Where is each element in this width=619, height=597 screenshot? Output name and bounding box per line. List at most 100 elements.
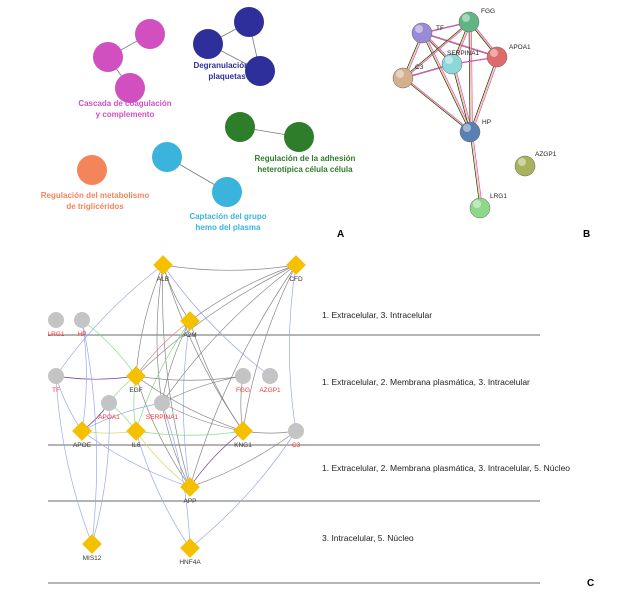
interaction-edge xyxy=(189,430,297,549)
protein-node-fgg xyxy=(458,11,480,33)
compartment-label: 3. Intracelular, 5. Núcleo xyxy=(322,533,414,543)
compartment-label: 1. Extracelular, 2. Membrana plasmática,… xyxy=(322,377,530,387)
node-label: CFD xyxy=(289,276,303,283)
cluster-node xyxy=(193,29,223,59)
query-node-lrg1 xyxy=(48,312,64,328)
query-node-fgg xyxy=(235,368,251,384)
interaction-edge xyxy=(161,264,297,404)
protein-label: APOA1 xyxy=(509,44,531,51)
cluster-label: de triglicéridos xyxy=(66,202,124,211)
interaction-edge xyxy=(55,264,164,377)
node-label: LRG1 xyxy=(48,331,65,338)
cluster-label: plaquetas xyxy=(208,72,246,81)
string-edge xyxy=(470,131,482,209)
string-edge xyxy=(472,131,483,209)
interaction-edge xyxy=(135,375,244,432)
protein-node-serpina1 xyxy=(441,53,463,75)
gene-node-kng1 xyxy=(233,421,253,441)
node-label: ALB xyxy=(157,276,169,283)
node-label: AZGP1 xyxy=(259,387,281,394)
protein-label: HP xyxy=(482,119,491,126)
panel-label-a: A xyxy=(337,229,344,240)
interaction-edge xyxy=(135,430,244,436)
gene-node-mis12 xyxy=(82,534,102,554)
string-edge xyxy=(469,56,498,133)
string-edge xyxy=(402,77,471,133)
interaction-edge xyxy=(135,430,191,549)
string-edge xyxy=(424,32,473,133)
node-highlight xyxy=(518,158,526,166)
query-node-c3 xyxy=(288,423,304,439)
interaction-edge xyxy=(81,402,163,432)
interaction-edge xyxy=(162,264,271,377)
protein-label: TF xyxy=(436,25,444,32)
interaction-edge xyxy=(189,320,244,432)
string-edge xyxy=(472,56,500,133)
protein-label: LRG1 xyxy=(490,193,507,200)
node-label: SERPINA1 xyxy=(146,414,179,421)
cluster-node xyxy=(93,42,123,72)
interaction-edge xyxy=(183,320,191,488)
gene-node-apoe xyxy=(72,421,92,441)
interaction-edge xyxy=(156,264,164,404)
string-edge xyxy=(405,77,473,133)
interaction-edge xyxy=(189,430,244,488)
string-edge xyxy=(471,21,473,133)
interaction-edge xyxy=(189,264,297,322)
interaction-edge xyxy=(135,375,244,381)
gene-node-cfd xyxy=(286,255,306,275)
node-label: HNF4A xyxy=(179,559,201,566)
protein-label: SERPINA1 xyxy=(447,50,480,57)
interaction-edge xyxy=(135,430,191,488)
query-node-serpina1 xyxy=(154,395,170,411)
interaction-edge xyxy=(135,264,297,377)
cluster-node xyxy=(245,56,275,86)
panel-label-c: C xyxy=(587,578,594,589)
interaction-edge xyxy=(81,319,97,545)
interaction-edge xyxy=(189,430,297,488)
string-edge xyxy=(402,21,470,79)
compartment-label: 1. Extracelular, 3. Intracelular xyxy=(322,310,432,320)
string-edge xyxy=(421,32,471,133)
interaction-edge xyxy=(162,264,191,322)
query-node-apoa1 xyxy=(101,395,117,411)
gene-node-a2m xyxy=(180,311,200,331)
interaction-edge xyxy=(162,264,244,432)
interaction-edge xyxy=(81,430,191,488)
gene-node-il6 xyxy=(126,421,146,441)
string-edge xyxy=(469,21,472,133)
string-edge xyxy=(454,63,473,133)
cluster-label: Degranulación de xyxy=(193,61,261,70)
interaction-edge xyxy=(161,402,191,549)
gene-node-alb xyxy=(153,255,173,275)
protein-label: FGG xyxy=(481,8,495,15)
node-label: KNG1 xyxy=(234,442,252,449)
cluster-label: Regulación de la adhesión xyxy=(255,154,356,163)
node-label: A2M xyxy=(183,332,196,339)
interaction-edge xyxy=(161,375,244,404)
query-node-azgp1 xyxy=(262,368,278,384)
interaction-edge xyxy=(189,264,297,488)
string-edge xyxy=(469,131,481,209)
cluster-node xyxy=(234,7,264,37)
interaction-edge xyxy=(135,320,191,377)
node-highlight xyxy=(490,49,498,57)
query-node-hp xyxy=(74,312,90,328)
node-highlight xyxy=(473,200,481,208)
interaction-edge xyxy=(161,402,191,488)
gene-node-app xyxy=(180,477,200,497)
panel-label-b: B xyxy=(583,229,590,240)
string-edge xyxy=(470,56,499,133)
protein-node-azgp1 xyxy=(514,155,536,177)
interaction-edge xyxy=(289,264,297,432)
string-edge xyxy=(452,63,472,133)
query-node-tf xyxy=(48,368,64,384)
node-label: EGF xyxy=(129,387,142,394)
node-highlight xyxy=(462,14,470,22)
cluster-label: y complemento xyxy=(96,110,155,119)
interaction-edge xyxy=(81,319,87,432)
node-label: IL6 xyxy=(131,442,140,449)
protein-label: C3 xyxy=(415,64,424,71)
